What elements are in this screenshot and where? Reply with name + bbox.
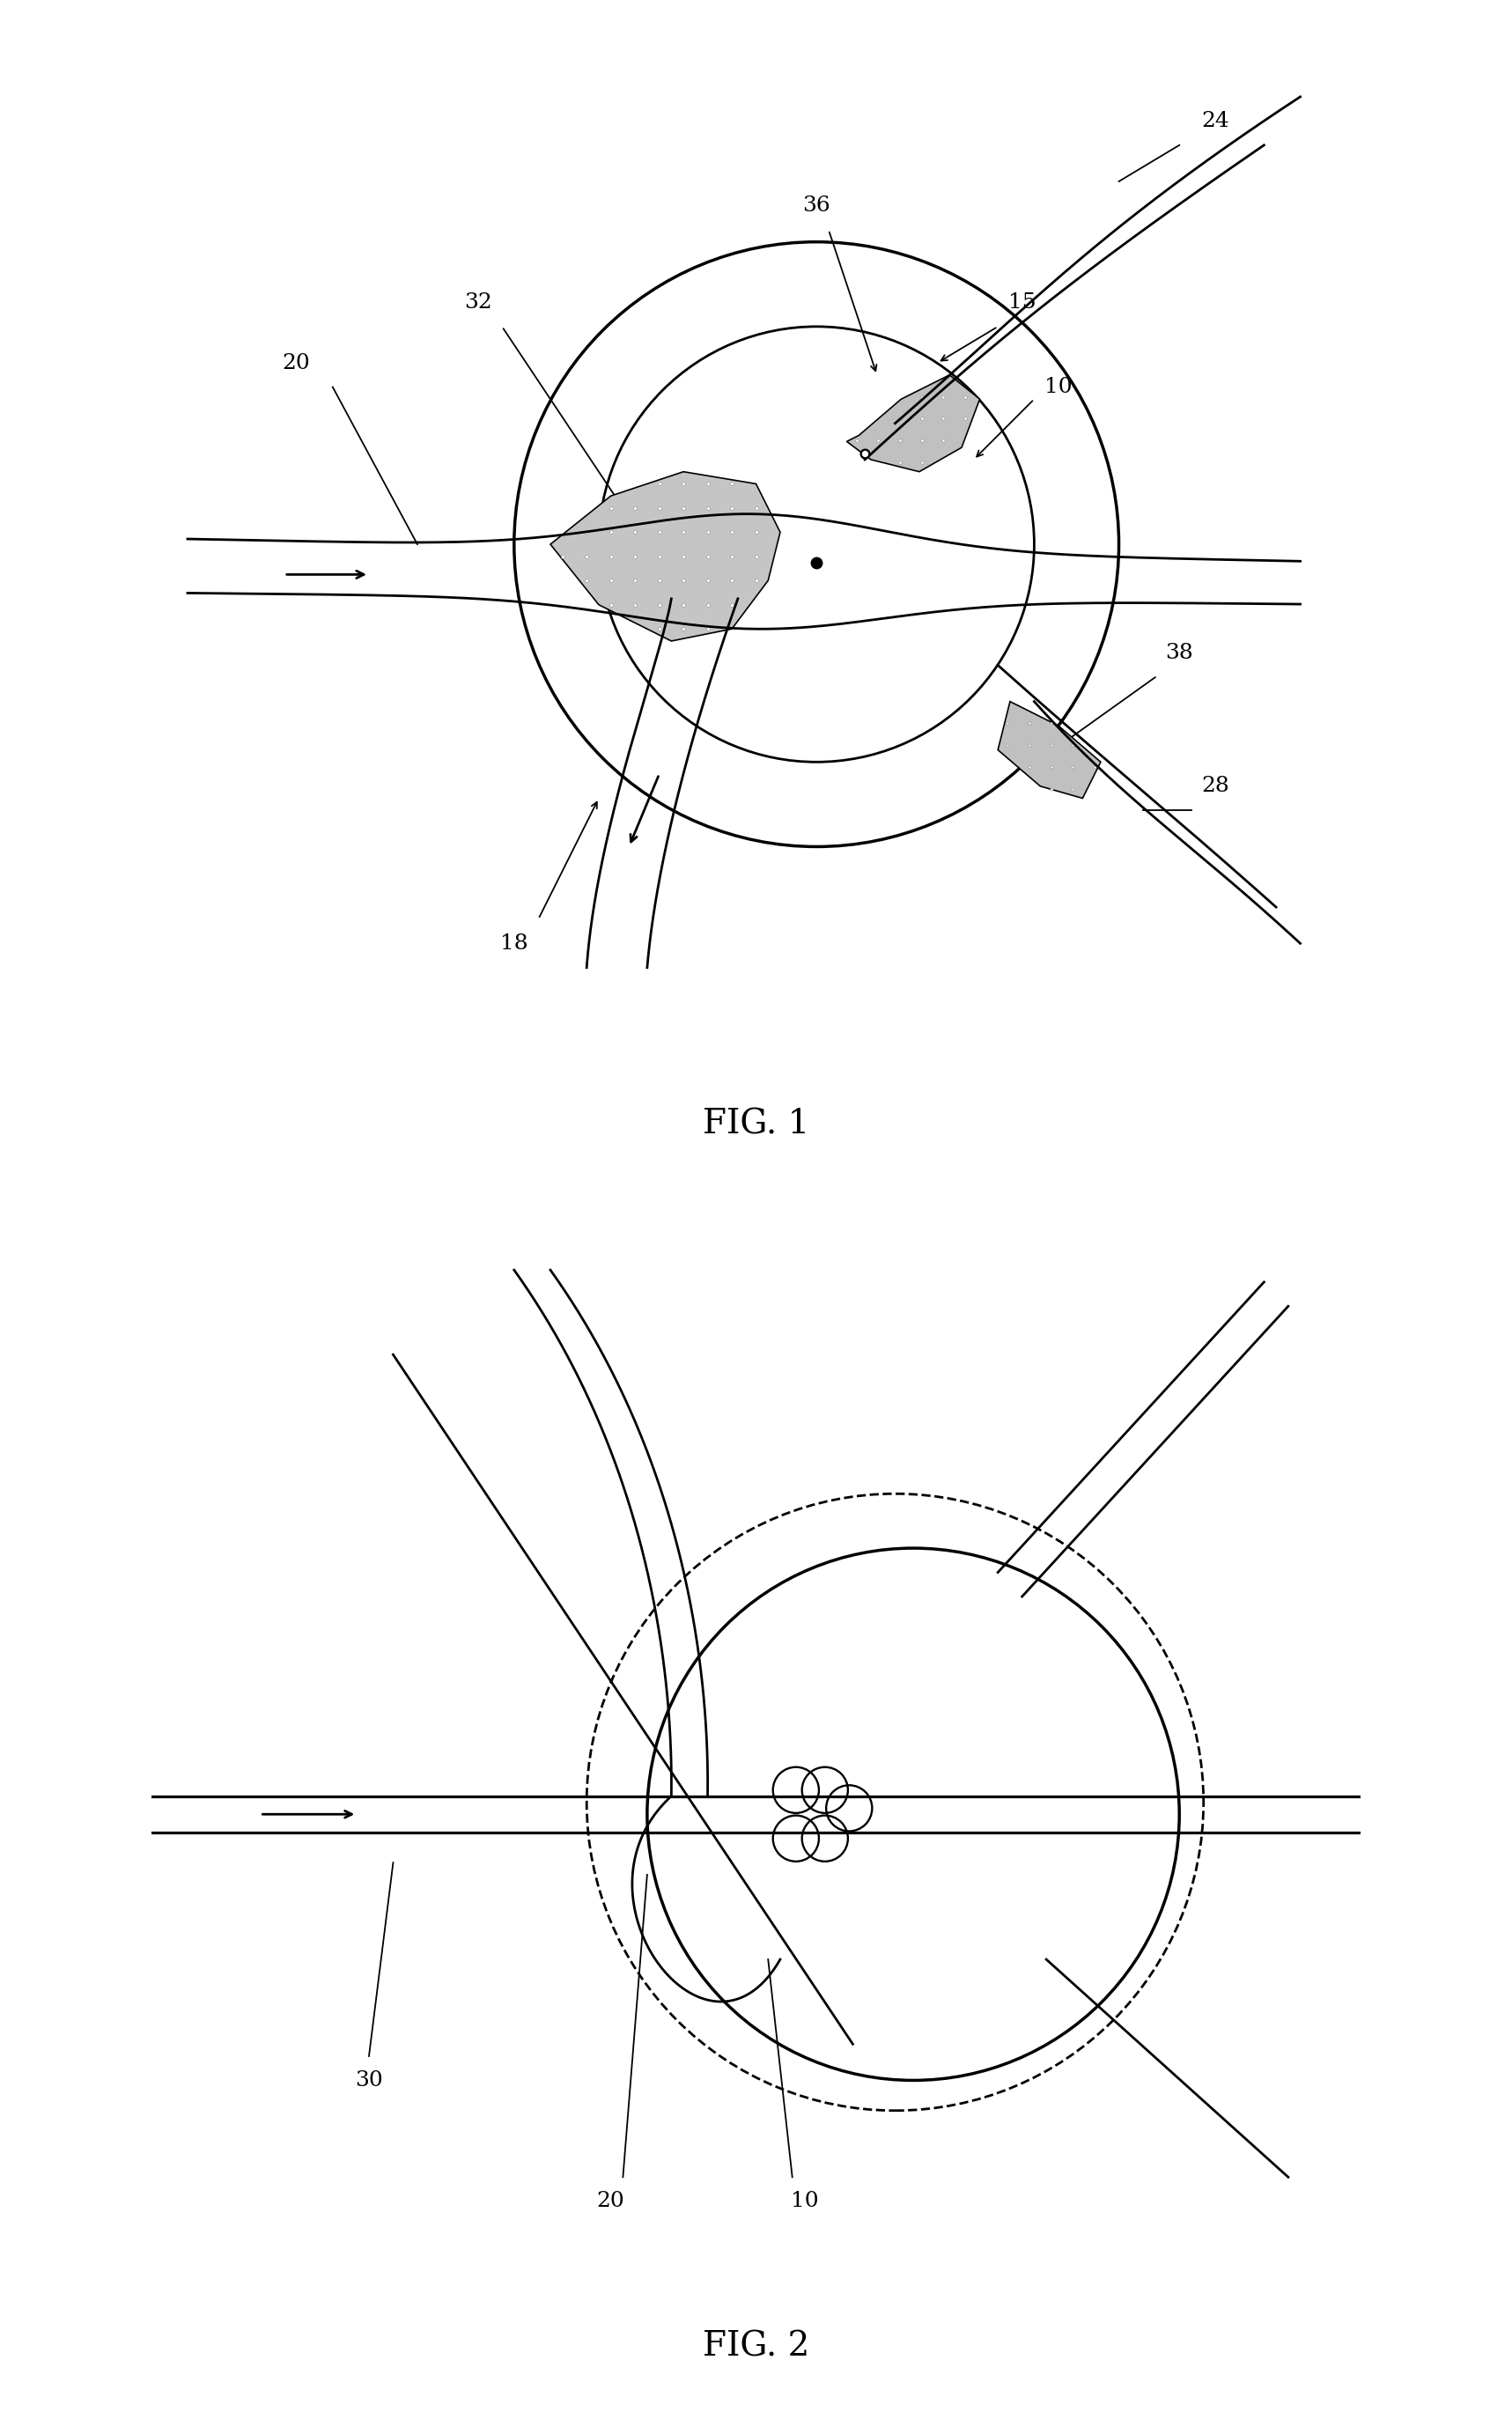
Text: 15: 15 xyxy=(1009,293,1036,312)
Text: 30: 30 xyxy=(355,2071,383,2090)
Text: 10: 10 xyxy=(791,2192,818,2211)
Polygon shape xyxy=(550,472,780,641)
Text: 36: 36 xyxy=(803,196,830,215)
Polygon shape xyxy=(847,375,980,472)
Text: FIG. 2: FIG. 2 xyxy=(703,2329,809,2363)
Text: 38: 38 xyxy=(1166,643,1193,663)
Text: FIG. 1: FIG. 1 xyxy=(703,1108,809,1142)
Text: 18: 18 xyxy=(500,934,528,953)
Text: 24: 24 xyxy=(1202,111,1229,131)
Text: 20: 20 xyxy=(283,353,310,373)
Polygon shape xyxy=(998,702,1101,798)
Text: 20: 20 xyxy=(597,2192,624,2211)
Text: 10: 10 xyxy=(1045,377,1072,397)
Text: 28: 28 xyxy=(1202,776,1229,796)
Text: 32: 32 xyxy=(464,293,491,312)
